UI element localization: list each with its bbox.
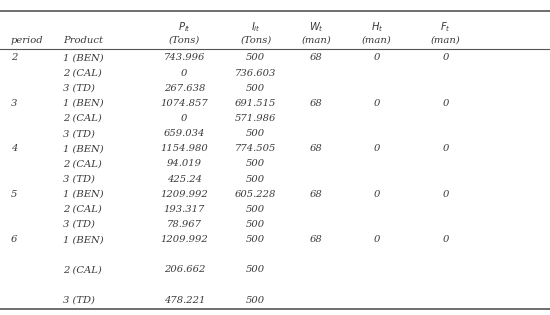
Text: 4: 4 (11, 144, 18, 153)
Text: 6: 6 (11, 235, 18, 244)
Text: 1 (BEN): 1 (BEN) (63, 190, 104, 199)
Text: 94.019: 94.019 (167, 159, 202, 169)
Text: Product: Product (63, 36, 103, 45)
Text: 0: 0 (442, 235, 449, 244)
Text: 1 (BEN): 1 (BEN) (63, 54, 104, 62)
Text: (man): (man) (301, 36, 331, 45)
Text: 0: 0 (373, 99, 380, 108)
Text: 3 (TD): 3 (TD) (63, 220, 95, 229)
Text: (man): (man) (431, 36, 460, 45)
Text: 3 (TD): 3 (TD) (63, 84, 95, 93)
Text: 500: 500 (246, 54, 265, 62)
Text: 78.967: 78.967 (167, 220, 202, 229)
Text: 0: 0 (373, 144, 380, 153)
Text: 605.228: 605.228 (235, 190, 277, 199)
Text: 2 (CAL): 2 (CAL) (63, 159, 102, 169)
Text: $H_{t}$: $H_{t}$ (371, 20, 383, 34)
Text: 0: 0 (442, 190, 449, 199)
Text: 500: 500 (246, 220, 265, 229)
Text: 1209.992: 1209.992 (161, 235, 208, 244)
Text: 774.505: 774.505 (235, 144, 277, 153)
Text: 743.996: 743.996 (163, 54, 205, 62)
Text: 1 (BEN): 1 (BEN) (63, 144, 104, 153)
Text: 478.221: 478.221 (163, 296, 205, 305)
Text: 5: 5 (11, 190, 18, 199)
Text: 0: 0 (442, 144, 449, 153)
Text: 736.603: 736.603 (235, 69, 277, 77)
Text: 3 (TD): 3 (TD) (63, 296, 95, 305)
Text: 691.515: 691.515 (235, 99, 277, 108)
Text: 500: 500 (246, 175, 265, 184)
Text: 500: 500 (246, 266, 265, 274)
Text: 1 (BEN): 1 (BEN) (63, 99, 104, 108)
Text: 0: 0 (373, 235, 380, 244)
Text: 0: 0 (181, 69, 188, 77)
Text: (Tons): (Tons) (169, 36, 200, 45)
Text: 0: 0 (181, 114, 188, 123)
Text: 425.24: 425.24 (167, 175, 202, 184)
Text: $P_{it}$: $P_{it}$ (178, 20, 191, 34)
Text: 1209.992: 1209.992 (161, 190, 208, 199)
Text: $F_{t}$: $F_{t}$ (440, 20, 451, 34)
Text: 0: 0 (442, 99, 449, 108)
Text: 500: 500 (246, 84, 265, 93)
Text: 68: 68 (310, 99, 323, 108)
Text: 2 (CAL): 2 (CAL) (63, 69, 102, 77)
Text: 500: 500 (246, 235, 265, 244)
Text: 500: 500 (246, 205, 265, 214)
Text: (man): (man) (362, 36, 392, 45)
Text: 3 (TD): 3 (TD) (63, 175, 95, 184)
Text: 1074.857: 1074.857 (161, 99, 208, 108)
Text: 1154.980: 1154.980 (161, 144, 208, 153)
Text: $I_{it}$: $I_{it}$ (251, 20, 261, 34)
Text: 0: 0 (373, 190, 380, 199)
Text: 3 (TD): 3 (TD) (63, 129, 95, 138)
Text: 68: 68 (310, 54, 323, 62)
Text: 2 (CAL): 2 (CAL) (63, 205, 102, 214)
Text: 68: 68 (310, 190, 323, 199)
Text: 68: 68 (310, 235, 323, 244)
Text: 659.034: 659.034 (163, 129, 205, 138)
Text: 267.638: 267.638 (163, 84, 205, 93)
Text: 500: 500 (246, 159, 265, 169)
Text: 0: 0 (442, 54, 449, 62)
Text: 68: 68 (310, 144, 323, 153)
Text: 571.986: 571.986 (235, 114, 277, 123)
Text: 2 (CAL): 2 (CAL) (63, 114, 102, 123)
Text: 1 (BEN): 1 (BEN) (63, 235, 104, 244)
Text: 206.662: 206.662 (163, 266, 205, 274)
Text: 3: 3 (11, 99, 18, 108)
Text: 2 (CAL): 2 (CAL) (63, 266, 102, 274)
Text: 500: 500 (246, 129, 265, 138)
Text: period: period (11, 36, 43, 45)
Text: 0: 0 (373, 54, 380, 62)
Text: (Tons): (Tons) (240, 36, 271, 45)
Text: $W_{t}$: $W_{t}$ (309, 20, 324, 34)
Text: 193.317: 193.317 (163, 205, 205, 214)
Text: 500: 500 (246, 296, 265, 305)
Text: 2: 2 (11, 54, 18, 62)
